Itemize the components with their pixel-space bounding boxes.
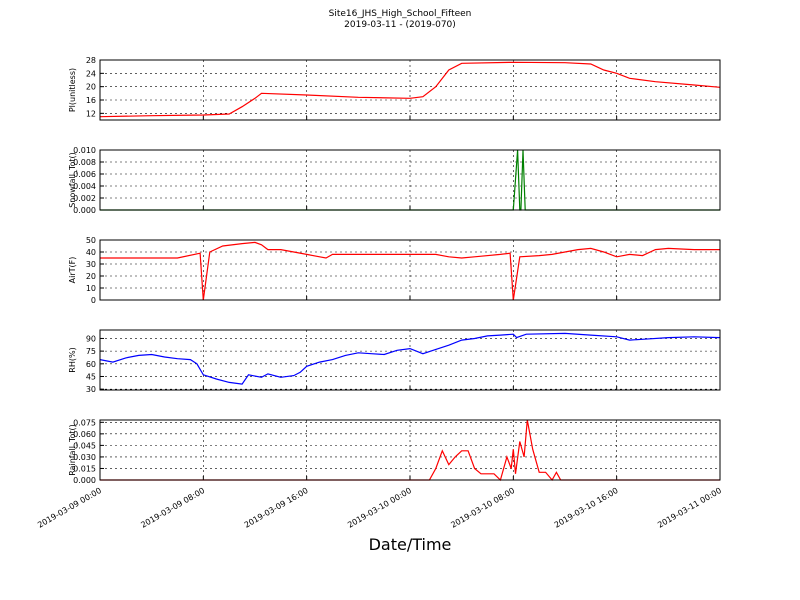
y-tick-label: 24 [86, 69, 96, 78]
y-tick-label: 30 [86, 260, 96, 269]
y-axis-label: AirT(F) [68, 257, 77, 284]
y-tick-label: 0.000 [73, 206, 96, 215]
y-tick-label: 0.015 [73, 464, 96, 473]
title: Site16_JHS_High_School_Fifteen [329, 9, 472, 19]
y-tick-label: 0.030 [73, 453, 96, 462]
y-axis-label: RH(%) [68, 347, 77, 372]
y-tick-label: 10 [86, 284, 96, 293]
x-axis-label: Date/Time [369, 535, 452, 554]
data-line [99, 61, 721, 118]
y-tick-label: 0.045 [73, 441, 96, 450]
y-tick-label: 20 [86, 272, 96, 281]
y-axis-label: Pl(unitless) [68, 68, 77, 112]
y-tick-label: 0.008 [73, 158, 96, 167]
y-tick-label: 30 [86, 385, 96, 394]
y-tick-label: 0.075 [73, 418, 96, 427]
data-line [100, 241, 720, 301]
data-line [99, 332, 721, 385]
plot-frame [99, 149, 721, 211]
y-tick-label: 50 [86, 236, 96, 245]
plot-frame [99, 419, 721, 481]
y-tick-label: 0.010 [73, 146, 96, 155]
y-tick-label: 16 [86, 96, 96, 105]
y-axis-label: Snowfall_Tot() [68, 152, 77, 208]
y-axis-label: Rainfall_Tot() [68, 424, 77, 476]
y-tick-label: 0.006 [73, 170, 96, 179]
y-tick-label: 0.060 [73, 430, 96, 439]
y-tick-label: 12 [86, 109, 96, 118]
y-tick-label: 28 [86, 56, 96, 65]
y-tick-label: 90 [86, 334, 96, 343]
subtitle: 2019-03-11 - (2019-070) [344, 20, 456, 30]
y-tick-label: 0 [91, 296, 96, 305]
y-tick-label: 20 [86, 83, 96, 92]
y-tick-label: 0.002 [73, 194, 96, 203]
plot-frame [99, 239, 721, 301]
plot-frame [99, 59, 721, 121]
y-tick-label: 45 [86, 372, 96, 381]
y-tick-label: 75 [86, 347, 96, 356]
data-line [100, 419, 720, 482]
y-tick-label: 40 [86, 248, 96, 257]
y-tick-label: 0.004 [73, 182, 96, 191]
y-tick-label: 60 [86, 360, 96, 369]
plot-frame [99, 329, 721, 391]
y-tick-label: 0.000 [73, 476, 96, 485]
